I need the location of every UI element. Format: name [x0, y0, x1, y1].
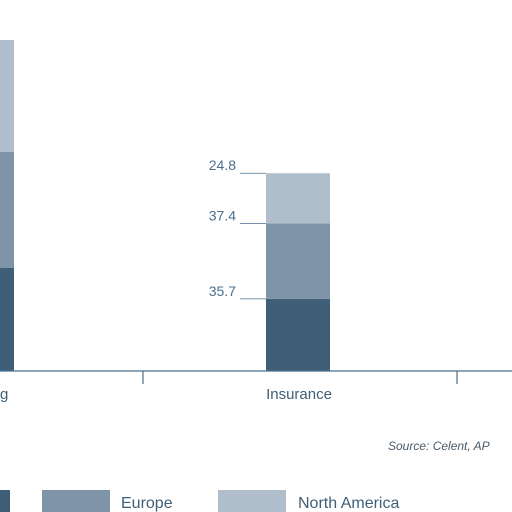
data-label: 24.8	[209, 157, 236, 173]
bars-group	[0, 40, 330, 371]
category-label-insurance: Insurance	[266, 386, 332, 403]
category-label-banking: ng	[0, 386, 8, 403]
legend: Europe North America	[0, 490, 399, 512]
data-labels-group: 35.7 37.4 24.8	[209, 157, 266, 300]
bar-segment-insurance-1	[266, 298, 330, 371]
legend-swatch	[0, 490, 10, 512]
legend-swatch-north-america	[218, 490, 286, 512]
bar-segment-banking-3	[0, 40, 14, 152]
data-label: 35.7	[209, 283, 236, 299]
legend-swatch-europe	[42, 490, 110, 512]
bar-segment-banking-2	[0, 152, 14, 268]
bar-segment-banking-1	[0, 268, 14, 371]
bar-segment-insurance-2	[266, 223, 330, 299]
legend-label-europe: Europe	[121, 495, 173, 512]
legend-label-north-america: North America	[298, 495, 399, 512]
source-note: Source: Celent, AP	[388, 439, 490, 453]
bar-segment-insurance-3	[266, 173, 330, 224]
data-label: 37.4	[209, 207, 236, 223]
